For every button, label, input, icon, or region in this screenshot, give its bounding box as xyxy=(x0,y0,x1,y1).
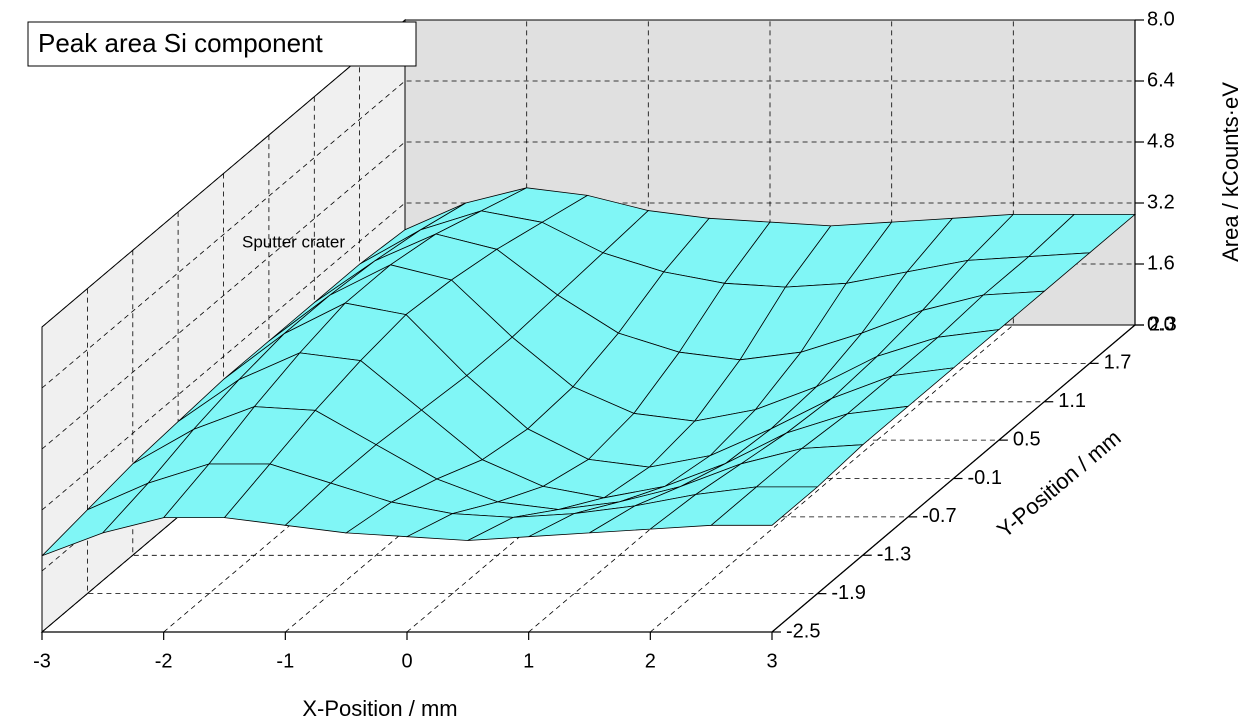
y-tick-label: -0.7 xyxy=(922,505,956,527)
x-tick-label: 3 xyxy=(766,650,777,672)
grid-line xyxy=(404,20,1135,326)
grid-line xyxy=(163,20,528,633)
y-tick-label: 1.7 xyxy=(1104,352,1132,374)
axis-line xyxy=(42,324,1136,633)
y-tick-label: -1.3 xyxy=(877,544,911,566)
x-tick-label: -3 xyxy=(33,650,51,672)
z-tick-label: 4.8 xyxy=(1147,130,1175,152)
grid-line xyxy=(359,58,1090,364)
grid-line xyxy=(313,96,1045,403)
x-axis-title: X-Position / mm xyxy=(302,696,457,721)
grid-line xyxy=(223,173,954,479)
z-tick-label: 0.0 xyxy=(1147,313,1175,335)
x-tick-label: -2 xyxy=(155,650,173,672)
y-tick-label: -0.1 xyxy=(968,467,1002,489)
y-tick-label: -2.5 xyxy=(786,620,820,642)
grid-line xyxy=(406,20,771,633)
z-tick-label: 3.2 xyxy=(1147,191,1175,213)
chart-title: Peak area Si component xyxy=(38,28,324,58)
z-axis-title: Area / kCounts·eV xyxy=(1218,82,1243,262)
title-box xyxy=(27,21,417,67)
y-tick-label: 2.3 xyxy=(1149,313,1177,335)
x-tick-label: -1 xyxy=(276,650,294,672)
grid-line xyxy=(285,20,649,633)
grid-line xyxy=(41,327,772,633)
surface xyxy=(41,187,1137,557)
grid-line xyxy=(177,211,909,518)
annotation: Sputter crater xyxy=(242,232,345,251)
y-tick-label: -1.9 xyxy=(831,582,865,604)
grid-line xyxy=(528,20,893,633)
z-tick-label: 6.4 xyxy=(1147,69,1175,91)
x-tick-label: 2 xyxy=(645,650,656,672)
y-tick-label: 0.5 xyxy=(1013,428,1041,450)
y-tick-label: 1.1 xyxy=(1058,390,1086,412)
x-tick-label: 0 xyxy=(401,650,412,672)
surface-cell xyxy=(710,486,819,526)
grid-line xyxy=(650,20,1014,633)
grid-line xyxy=(268,135,999,441)
x-tick-label: 1 xyxy=(523,650,534,672)
grid-line xyxy=(87,288,818,594)
z-tick-label: 1.6 xyxy=(1147,252,1175,274)
z-tick-label: 8.0 xyxy=(1147,8,1175,30)
grid-line xyxy=(132,250,863,556)
